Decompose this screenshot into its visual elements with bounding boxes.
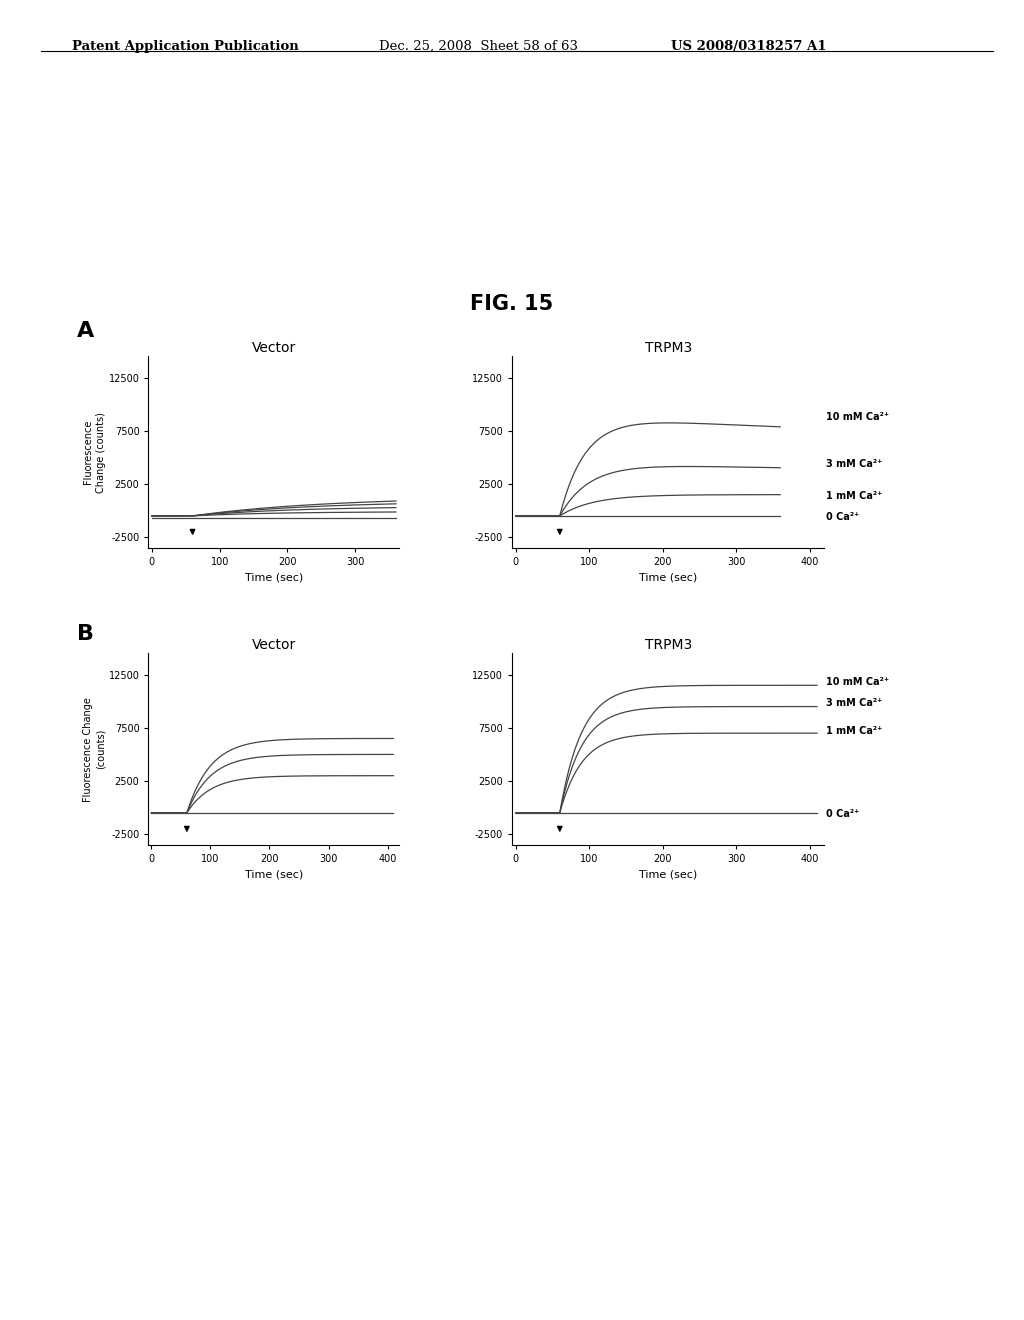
Title: Vector: Vector <box>252 639 296 652</box>
Text: 1 mM Ca²⁺: 1 mM Ca²⁺ <box>825 491 882 500</box>
Text: 1 mM Ca²⁺: 1 mM Ca²⁺ <box>825 726 882 737</box>
Text: 10 mM Ca²⁺: 10 mM Ca²⁺ <box>825 677 889 688</box>
Y-axis label: Fluorescence
Change (counts): Fluorescence Change (counts) <box>83 412 105 492</box>
Text: 0 Ca²⁺: 0 Ca²⁺ <box>825 512 859 521</box>
Title: TRPM3: TRPM3 <box>644 639 692 652</box>
X-axis label: Time (sec): Time (sec) <box>245 573 303 582</box>
Text: 3 mM Ca²⁺: 3 mM Ca²⁺ <box>825 459 882 469</box>
Y-axis label: Fluorescence Change
(counts): Fluorescence Change (counts) <box>83 697 105 801</box>
Text: Dec. 25, 2008  Sheet 58 of 63: Dec. 25, 2008 Sheet 58 of 63 <box>379 40 578 53</box>
Text: A: A <box>77 321 94 341</box>
Text: 0 Ca²⁺: 0 Ca²⁺ <box>825 809 859 818</box>
X-axis label: Time (sec): Time (sec) <box>639 870 697 879</box>
Text: 10 mM Ca²⁺: 10 mM Ca²⁺ <box>825 412 889 422</box>
Title: TRPM3: TRPM3 <box>644 342 692 355</box>
Title: Vector: Vector <box>252 342 296 355</box>
X-axis label: Time (sec): Time (sec) <box>245 870 303 879</box>
Text: 3 mM Ca²⁺: 3 mM Ca²⁺ <box>825 698 882 709</box>
Text: US 2008/0318257 A1: US 2008/0318257 A1 <box>671 40 826 53</box>
Text: Patent Application Publication: Patent Application Publication <box>72 40 298 53</box>
X-axis label: Time (sec): Time (sec) <box>639 573 697 582</box>
Text: FIG. 15: FIG. 15 <box>470 294 554 314</box>
Text: B: B <box>77 624 94 644</box>
